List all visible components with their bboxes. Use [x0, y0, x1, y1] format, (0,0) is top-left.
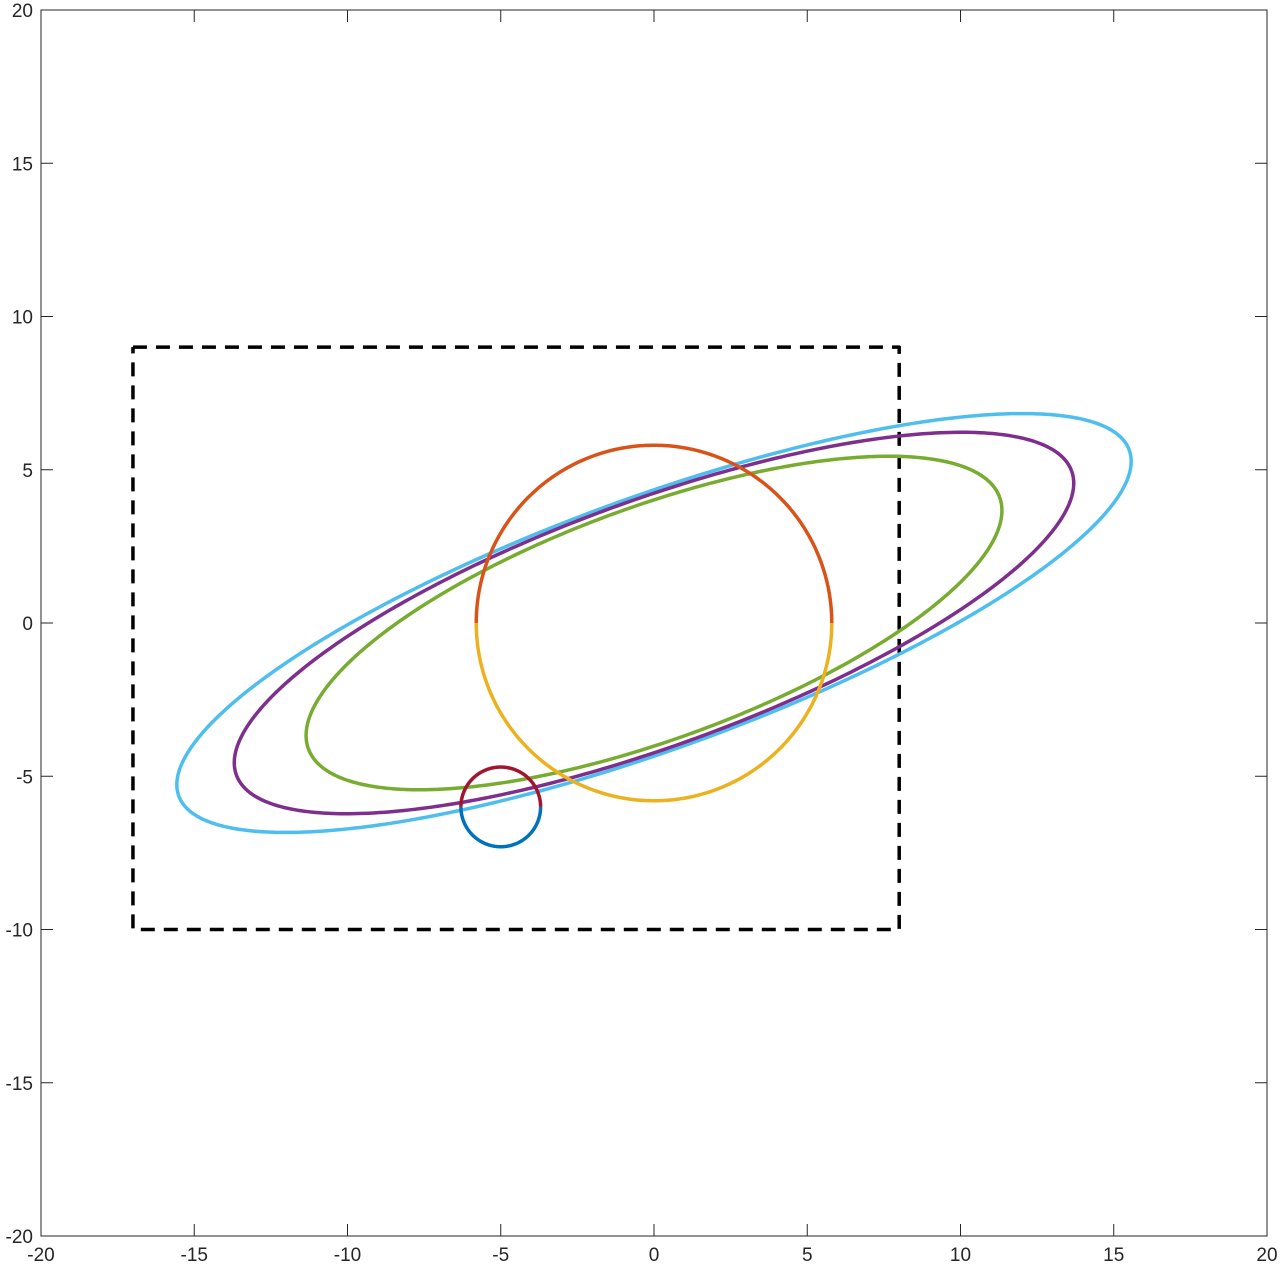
x-tick-label: 5	[802, 1245, 813, 1266]
plot-area-background	[41, 10, 1267, 1236]
series-arc-6	[459, 805, 543, 849]
y-tick-label: -10	[6, 921, 33, 942]
y-tick-label: 0	[22, 614, 33, 635]
x-tick-label: 20	[1256, 1245, 1277, 1266]
series-rectangle-0	[131, 345, 901, 932]
y-tick-label: 15	[12, 154, 33, 175]
series-ellipse-1	[175, 411, 1133, 835]
y-tick-label: -15	[6, 1074, 33, 1095]
y-tick-label: -20	[6, 1227, 33, 1248]
x-tick-label: 10	[950, 1245, 971, 1266]
x-tick-label: -10	[334, 1245, 361, 1266]
x-tick-label: -20	[27, 1245, 54, 1266]
series-arc-4	[474, 622, 834, 803]
x-tick-label: -15	[181, 1245, 208, 1266]
series-arc-5	[474, 443, 834, 624]
y-tick-label: 10	[12, 308, 33, 329]
x-tick-label: 15	[1103, 1245, 1124, 1266]
series-layer	[131, 345, 1133, 932]
series-arc-7	[459, 765, 543, 809]
series-ellipse-3	[304, 454, 1004, 792]
y-tick-label: 20	[12, 1, 33, 22]
x-tick-label: -5	[492, 1245, 509, 1266]
series-ellipse-2	[232, 430, 1076, 816]
y-tick-label: 5	[22, 461, 33, 482]
y-tick-label: -5	[16, 767, 33, 788]
ticks-layer: -20 -15 -10 -5 0 5 10 15 20 -20 -15 -10 -5 0 5 10 15 20	[6, 1, 1278, 1266]
x-tick-label: 0	[649, 1245, 660, 1266]
